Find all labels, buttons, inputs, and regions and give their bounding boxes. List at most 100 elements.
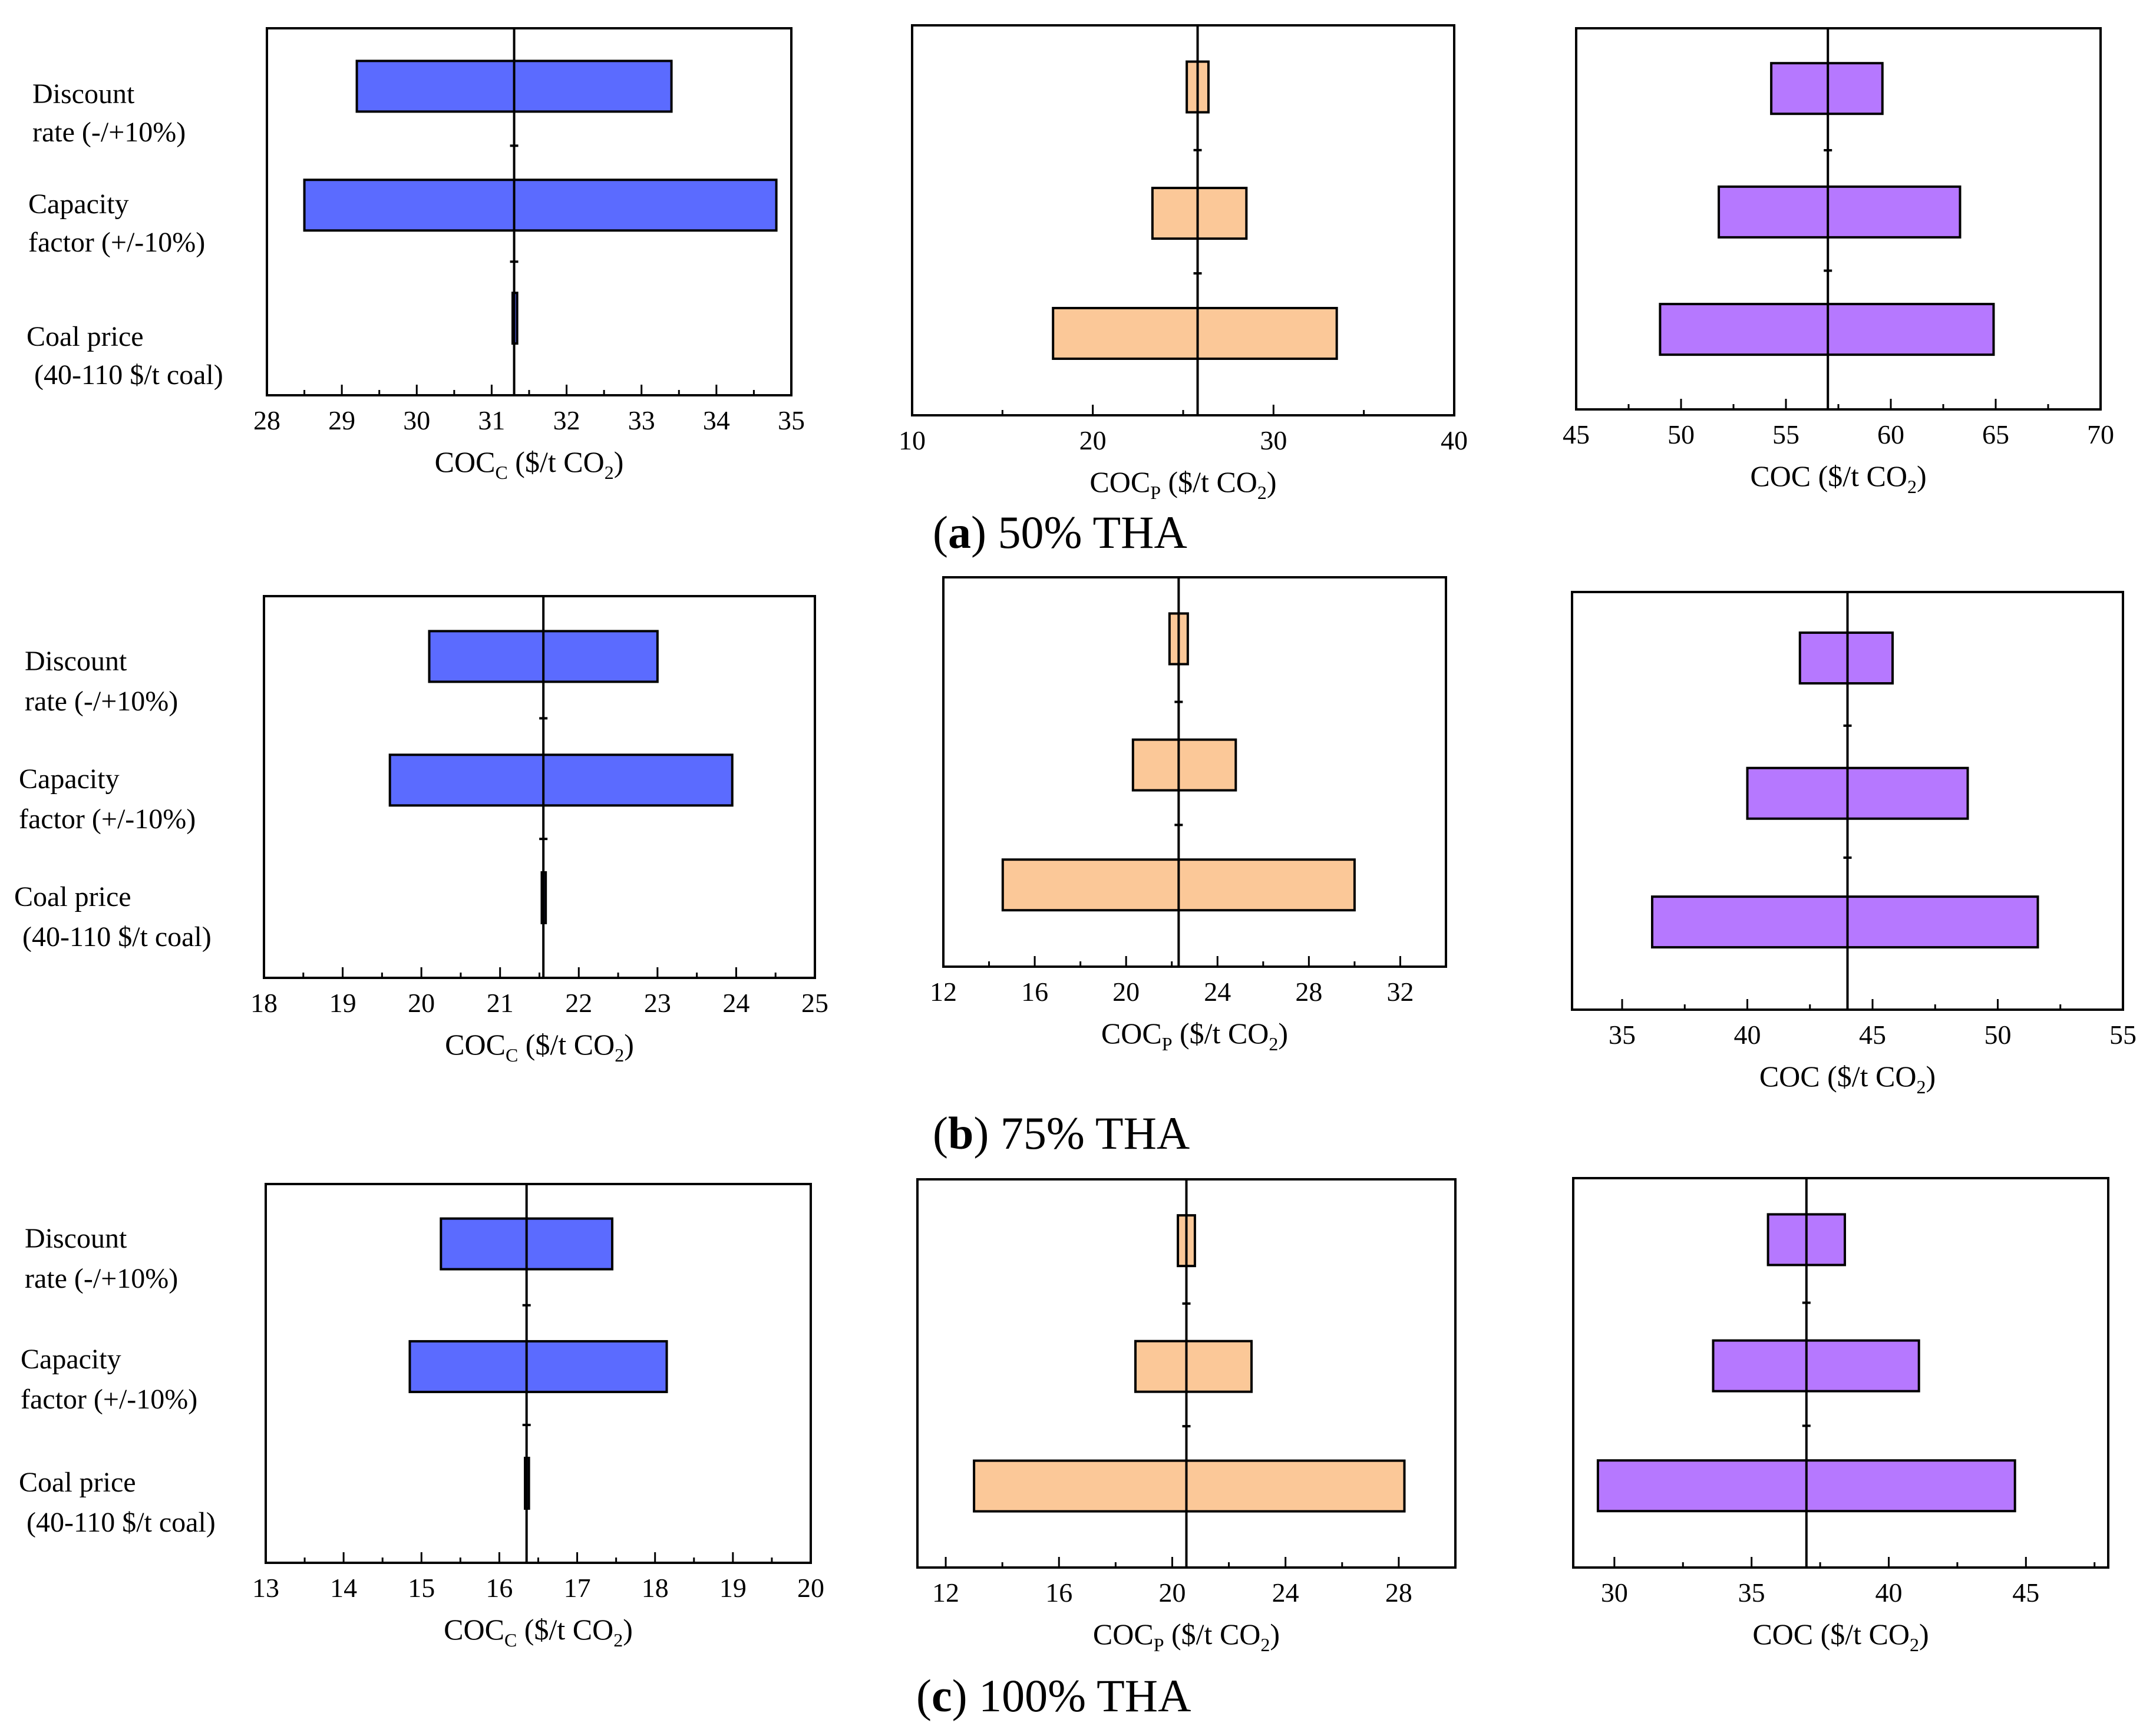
row-c-labels: Discount rate (-/+10%) Capacity factor (… [19,1223,216,1538]
bar-capacity-factor [388,753,734,807]
param-label-discount-line1: Discount [25,646,127,677]
row-b-labels: Discount rate (-/+10%) Capacity factor (… [14,646,212,953]
caption-c-letter: c [932,1670,952,1721]
tick-label: 45 [1859,1020,1886,1050]
param-label-capacity-line1: Capacity [28,189,129,220]
tick-label: 25 [801,988,828,1018]
tick-label: 28 [1385,1578,1412,1608]
tick-label: 12 [930,977,957,1007]
tick-label: 31 [478,405,505,435]
param-label-capacity-line2: factor (+/-10%) [19,803,196,835]
svg-text:(a) 50% THA: (a) 50% THA [933,507,1187,558]
chart-b-cocc: 18 19 20 21 22 23 24 25 COCC ($/t CO2) [250,595,828,1066]
x-axis-label: COCP ($/t CO2) [1101,1017,1288,1054]
caption-c-text: 100% THA [968,1670,1191,1721]
tick-label: 13 [252,1573,279,1603]
param-label-capacity-line1: Capacity [21,1344,121,1375]
param-label-capacity-line1: Capacity [19,763,120,795]
tick-label: 30 [1601,1578,1628,1608]
tick-label: 45 [1563,419,1590,449]
tick-label: 40 [1441,425,1468,455]
tick-label: 19 [719,1573,747,1603]
tick-label: 35 [1738,1578,1765,1608]
tick-label: 34 [703,405,730,435]
tick-label: 50 [1984,1020,2012,1050]
x-axis-label: COCC ($/t CO2) [444,1613,633,1651]
tick-label: 20 [1112,977,1140,1007]
tick-label: 32 [553,405,580,435]
tick-label: 40 [1734,1020,1761,1050]
row-a-labels: Discount rate (-/+10%) Capacity factor (… [27,78,223,391]
param-label-capacity-line2: factor (+/-10%) [21,1384,197,1415]
tick-label: 24 [1204,977,1231,1007]
tick-label: 18 [642,1573,669,1603]
tick-label: 18 [250,988,278,1018]
tick-label: 60 [1877,419,1904,449]
tick-label: 55 [1772,419,1799,449]
param-label-coal-line2: (40-110 $/t coal) [34,359,223,391]
x-axis-label: COCC ($/t CO2) [435,445,624,483]
tick-label: 14 [330,1573,357,1603]
param-label-coal-line1: Coal price [19,1467,136,1498]
bar-discount-rate [1798,631,1894,685]
tick-label: 30 [403,405,430,435]
param-label-capacity-line2: factor (+/-10%) [28,227,205,258]
tick-label: 29 [328,405,355,435]
tick-label: 50 [1667,419,1695,449]
tick-label: 24 [1272,1578,1299,1608]
tick-label: 16 [1045,1578,1072,1608]
tick-label: 28 [253,405,280,435]
svg-text:(b) 75% THA: (b) 75% THA [933,1107,1190,1159]
x-axis-label: COC ($/t CO2) [1752,1618,1929,1655]
tick-label: 24 [722,988,749,1018]
tick-label: 55 [2109,1020,2137,1050]
chart-a-cocp: 10 20 30 40 COCP ($/t CO2) [899,24,1468,503]
x-axis-label: COCP ($/t CO2) [1089,465,1276,503]
tick-label: 17 [564,1573,591,1603]
x-axis-label: COCC ($/t CO2) [445,1028,634,1066]
bar-coal-price [1651,895,2039,949]
caption-c: (c) 100% THA [916,1670,1191,1721]
tick-label: 10 [899,425,926,455]
tick-label: 45 [2012,1578,2039,1608]
bar-coal-price [1052,306,1338,360]
param-label-coal-line2: (40-110 $/t coal) [27,1507,216,1538]
caption-a-text: 50% THA [986,507,1187,558]
bar-capacity-factor [303,178,778,232]
param-label-coal-line1: Coal price [14,881,131,912]
tick-label: 32 [1386,977,1414,1007]
tick-label: 65 [1982,419,2009,449]
bar-capacity-factor [1151,187,1248,240]
bar-capacity-factor [1746,766,1969,820]
tick-label: 21 [487,988,514,1018]
tick-label: 33 [628,405,655,435]
tick-label: 16 [486,1573,513,1603]
tick-label: 35 [1609,1020,1636,1050]
chart-panels: 28 29 30 31 32 33 34 35 COCC ($/t CO2) 10 20 30 40 CO… [250,24,2137,1655]
param-label-coal-line2: (40-110 $/t coal) [22,921,212,953]
param-label-discount-line1: Discount [32,78,135,110]
bar-coal-price [973,1459,1406,1513]
x-axis-label: COC ($/t CO2) [1759,1060,1936,1097]
bar-capacity-factor [1131,738,1237,792]
plot-frame [942,576,1447,968]
chart-b-coc: 35 40 45 50 55 COC ($/t CO2) [1571,591,2137,1097]
caption-b-text: 75% THA [989,1107,1190,1159]
chart-b-cocp: 12 16 20 24 28 32 COCP ($/t CO2) [930,576,1447,1054]
caption-b-letter: b [948,1107,973,1159]
param-label-discount-line1: Discount [25,1223,127,1254]
param-label-discount-line2: rate (-/+10%) [25,686,178,717]
param-label-discount-line2: rate (-/+10%) [25,1263,178,1294]
tick-label: 70 [2087,419,2114,449]
param-label-coal-line1: Coal price [27,321,144,352]
tick-label: 20 [408,988,435,1018]
tick-label: 20 [797,1573,824,1603]
tick-label: 28 [1295,977,1322,1007]
bar-capacity-factor [1718,185,1962,239]
chart-a-cocc: 28 29 30 31 32 33 34 35 COCC ($/t CO2) [253,27,805,483]
tick-label: 20 [1158,1578,1186,1608]
caption-a: (a) 50% THA [933,507,1187,558]
svg-text:(c) 100% THA: (c) 100% THA [916,1670,1191,1721]
x-axis-label: COCP ($/t CO2) [1093,1618,1280,1655]
